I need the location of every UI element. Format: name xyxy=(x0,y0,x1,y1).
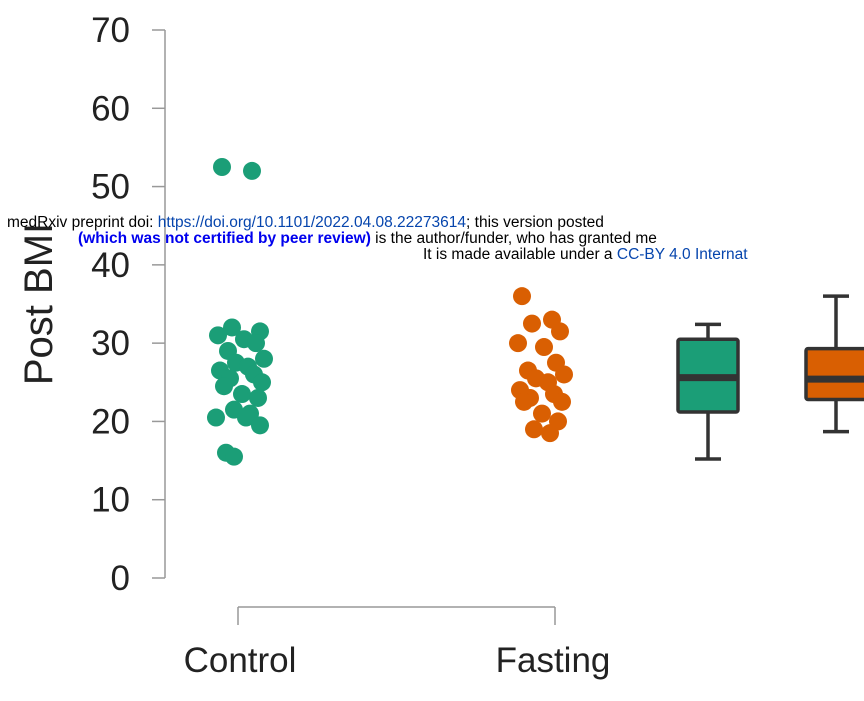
y-ticks: 0 10 20 30 40 50 60 70 xyxy=(91,11,165,598)
y-tick-label: 30 xyxy=(91,324,130,363)
data-point xyxy=(237,408,255,427)
data-point xyxy=(533,404,551,423)
banner-line1-suffix: ; this version posted xyxy=(466,214,604,231)
data-point xyxy=(251,416,269,435)
box-iqr xyxy=(804,346,864,402)
data-point xyxy=(515,392,533,411)
x-category-fasting: Fasting xyxy=(496,641,611,680)
preprint-banner-line2: (which was not certified by peer review)… xyxy=(78,230,864,247)
data-point xyxy=(209,326,227,345)
data-point xyxy=(223,318,241,337)
data-point xyxy=(213,158,231,176)
preprint-banner-line1: medRxiv preprint doi: https://doi.org/10… xyxy=(7,214,864,231)
data-point xyxy=(525,420,543,439)
data-point xyxy=(551,322,569,341)
data-point xyxy=(555,365,573,384)
y-tick-label: 70 xyxy=(91,11,130,50)
data-points xyxy=(207,158,573,466)
data-point xyxy=(553,392,571,411)
x-category-control: Control xyxy=(184,641,297,680)
banner-line2-rest: is the author/funder, who has granted me xyxy=(370,230,657,247)
y-tick-label: 20 xyxy=(91,402,130,441)
y-tick-label: 50 xyxy=(91,168,130,207)
y-tick-label: 0 xyxy=(111,559,130,598)
banner-line1-prefix: medRxiv preprint doi: xyxy=(7,214,158,231)
data-point xyxy=(233,385,251,404)
license-link[interactable]: CC-BY 4.0 Internat xyxy=(616,246,748,263)
data-point xyxy=(253,373,271,392)
data-point xyxy=(207,408,225,427)
data-point xyxy=(541,424,559,443)
preprint-banner-line3: It is made available under a CC-BY 4.0 I… xyxy=(423,246,864,263)
data-point xyxy=(535,338,553,357)
banner-line2-bold: (which was not certified by peer review) xyxy=(78,230,371,247)
data-point xyxy=(249,388,267,407)
data-point xyxy=(243,161,261,180)
data-point xyxy=(215,377,233,396)
data-point xyxy=(255,349,273,368)
banner-line3-prefix: It is made available under a xyxy=(423,246,617,263)
y-tick-label: 40 xyxy=(91,246,130,285)
data-point xyxy=(247,334,265,353)
doi-link[interactable]: https://doi.org/10.1101/2022.04.08.22273… xyxy=(157,214,467,231)
data-point xyxy=(509,334,527,353)
y-tick-label: 10 xyxy=(91,481,130,520)
boxplots xyxy=(676,294,864,461)
data-point xyxy=(225,447,243,466)
y-tick-label: 60 xyxy=(91,89,130,128)
data-point xyxy=(523,314,541,333)
y-axis-label: Post BMI xyxy=(17,223,61,385)
data-point xyxy=(513,287,531,306)
